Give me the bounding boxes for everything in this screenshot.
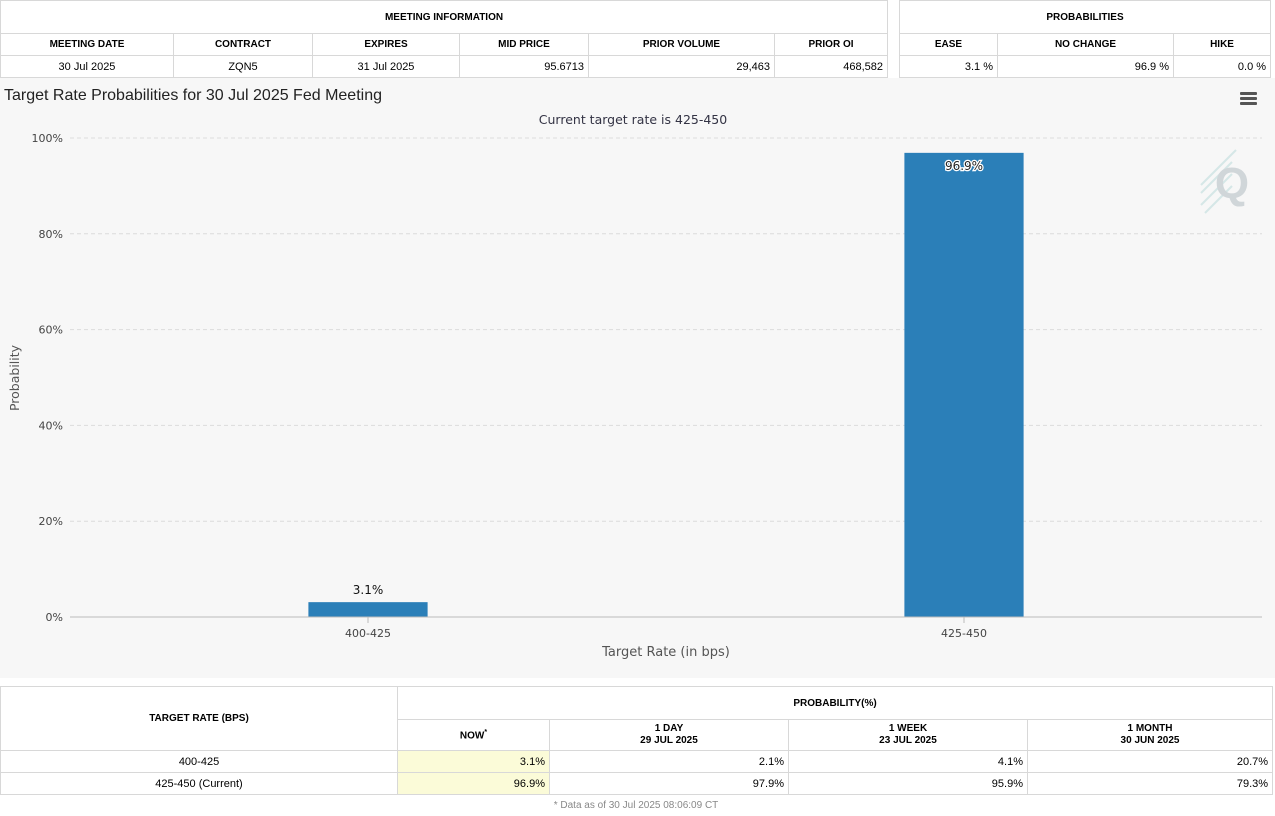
now-cell: 96.9% <box>397 772 550 795</box>
expires-value: 31 Jul 2025 <box>312 55 460 78</box>
day-cell: 97.9% <box>549 772 789 795</box>
y-tick-label: 0% <box>46 611 63 624</box>
bar-chart: Q Current target rate is 425-450 0% 20% 40… <box>7 112 1262 660</box>
probabilities-header: PROBABILITIES <box>898 0 1272 34</box>
table-row: 400-425 3.1% 2.1% 4.1% 20.7% <box>0 750 1274 773</box>
ease-value: 3.1 % <box>899 55 998 78</box>
col-contract: CONTRACT <box>173 33 313 56</box>
svg-text:Q: Q <box>1215 159 1249 208</box>
prior-oi-value: 468,582 <box>773 55 889 78</box>
col-1-day: 1 DAY 29 JUL 2025 <box>549 719 789 751</box>
month-cell: 79.3% <box>1026 772 1274 795</box>
week-cell: 95.9% <box>788 772 1028 795</box>
y-tick-label: 20% <box>39 515 63 528</box>
col-prior-oi: PRIOR OI <box>773 33 889 56</box>
bar-425-450[interactable] <box>904 152 1024 617</box>
bar-400-425[interactable] <box>308 602 428 617</box>
col-meeting-date: MEETING DATE <box>0 33 174 56</box>
rate-cell: 400-425 <box>0 750 398 773</box>
q-logo-watermark: Q <box>1200 149 1249 214</box>
bar-data-label: 3.1% <box>353 583 384 597</box>
chart-subtitle: Current target rate is 425-450 <box>539 112 727 127</box>
col-hike: HIKE <box>1172 33 1272 56</box>
mid-price-value: 95.6713 <box>459 55 589 78</box>
chart-title: Target Rate Probabilities for 30 Jul 202… <box>4 87 382 104</box>
x-axis-title: Target Rate (in bps) <box>601 645 730 660</box>
rate-cell: 425-450 (Current) <box>0 772 398 795</box>
now-cell: 3.1% <box>397 750 550 773</box>
col-1-month: 1 MONTH 30 JUN 2025 <box>1026 719 1274 751</box>
y-tick-label: 100% <box>32 132 63 145</box>
bar-data-label: 96.9% <box>945 159 983 173</box>
y-tick-label: 40% <box>39 419 63 432</box>
col-now: NOW* <box>397 719 550 751</box>
x-tick-label: 425-450 <box>941 627 987 640</box>
data-timestamp-footnote: * Data as of 30 Jul 2025 08:06:09 CT <box>553 800 719 811</box>
no-change-value: 96.9 % <box>997 55 1174 78</box>
prior-volume-value: 29,463 <box>588 55 775 78</box>
col-mid-price: MID PRICE <box>459 33 589 56</box>
probability-group-header: PROBABILITY(%) <box>396 686 1274 720</box>
probabilities-table: PROBABILITIES EASE NO CHANGE HIKE 3.1 % … <box>898 0 1272 78</box>
x-tick-label: 400-425 <box>345 627 391 640</box>
hamburger-menu-icon[interactable] <box>1240 92 1257 106</box>
col-prior-volume: PRIOR VOLUME <box>588 33 775 56</box>
col-ease: EASE <box>899 33 998 56</box>
table-row: 425-450 (Current) 96.9% 97.9% 95.9% 79.3… <box>0 772 1274 795</box>
probability-history-table: TARGET RATE (BPS) PROBABILITY(%) NOW* 1 … <box>0 686 1274 795</box>
meeting-date-value: 30 Jul 2025 <box>0 55 174 78</box>
col-1-week: 1 WEEK 23 JUL 2025 <box>788 719 1028 751</box>
col-no-change: NO CHANGE <box>997 33 1174 56</box>
day-cell: 2.1% <box>549 750 789 773</box>
contract-value: ZQN5 <box>173 55 313 78</box>
col-expires: EXPIRES <box>312 33 460 56</box>
target-rate-header: TARGET RATE (BPS) <box>0 686 398 751</box>
week-cell: 4.1% <box>788 750 1028 773</box>
hike-value: 0.0 % <box>1172 55 1272 78</box>
meeting-info-table: MEETING INFORMATION MEETING DATE CONTRAC… <box>0 0 889 78</box>
month-cell: 20.7% <box>1026 750 1274 773</box>
y-tick-label: 80% <box>39 228 63 241</box>
y-axis-title: Probability <box>7 344 22 411</box>
y-tick-label: 60% <box>39 324 63 337</box>
meeting-info-header: MEETING INFORMATION <box>0 0 889 34</box>
chart-area: Target Rate Probabilities for 30 Jul 202… <box>0 78 1275 678</box>
